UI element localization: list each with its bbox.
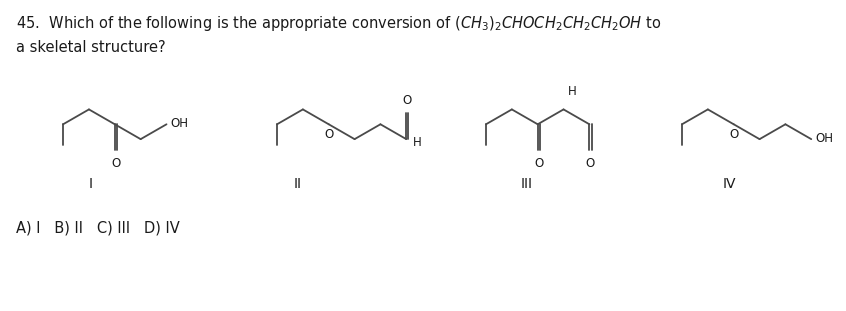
Text: A) I   B) II   C) III   D) IV: A) I B) II C) III D) IV (16, 221, 180, 236)
Text: O: O (729, 128, 739, 141)
Text: IV: IV (723, 177, 737, 191)
Text: 45.  Which of the following is the appropriate conversion of $(CH_3)_2CHOCH_2CH_: 45. Which of the following is the approp… (16, 14, 662, 33)
Text: O: O (324, 128, 333, 141)
Text: O: O (534, 157, 543, 170)
Text: OH: OH (171, 117, 189, 130)
Text: O: O (111, 157, 120, 170)
Text: II: II (294, 177, 302, 191)
Text: O: O (403, 94, 412, 107)
Text: H: H (568, 85, 576, 98)
Text: III: III (521, 177, 533, 191)
Text: O: O (585, 157, 595, 170)
Text: I: I (89, 177, 93, 191)
Text: a skeletal structure?: a skeletal structure? (16, 40, 166, 55)
Text: OH: OH (816, 132, 833, 145)
Text: H: H (413, 136, 422, 149)
